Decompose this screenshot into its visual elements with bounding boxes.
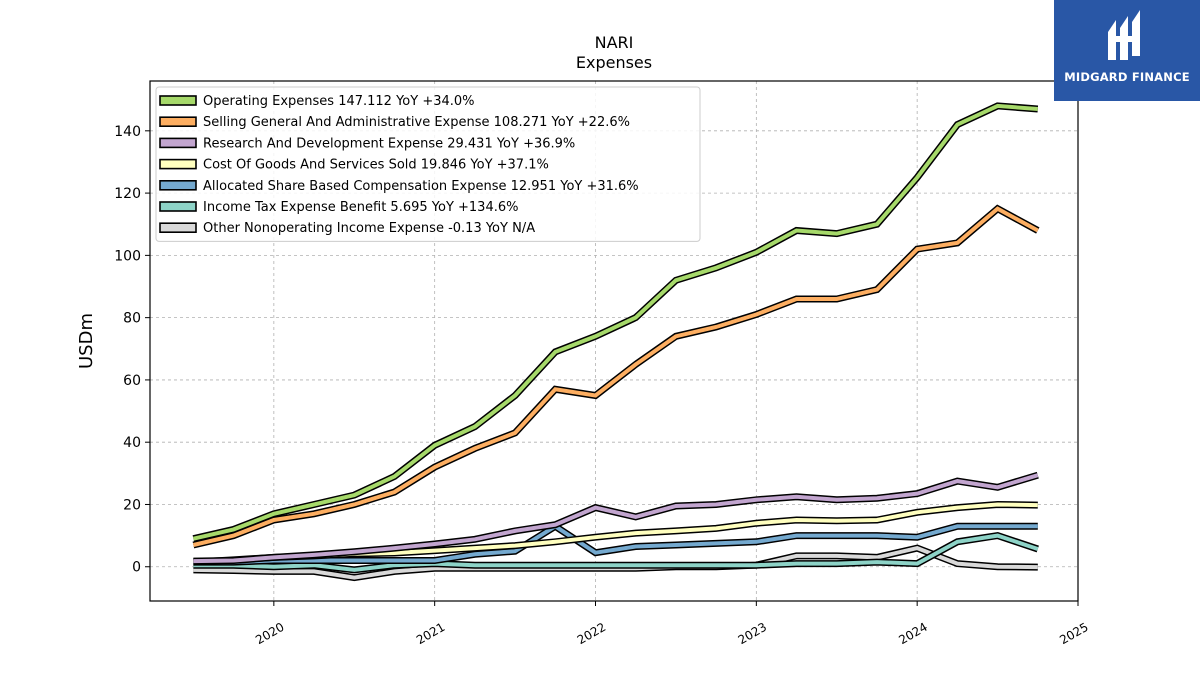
y-tick-label: 20: [123, 497, 141, 513]
midgard-finance-logo: MIDGARD FINANCE: [1054, 0, 1200, 101]
series-0: [192, 102, 1039, 543]
legend-swatch: [159, 180, 197, 191]
x-tick-label: 2020: [253, 620, 286, 647]
legend-entry: Selling General And Administrative Expen…: [203, 115, 630, 130]
legend-swatch: [159, 137, 197, 149]
y-tick-label: 60: [123, 373, 141, 389]
legend-swatch: [159, 95, 197, 106]
x-tick-label: 2024: [896, 620, 929, 647]
legend-swatch: [159, 201, 197, 212]
series-line: [192, 206, 1039, 547]
legend-entry: Other Nonoperating Income Expense -0.13 …: [203, 221, 535, 236]
legend-entry: Research And Development Expense 29.431 …: [203, 136, 575, 151]
series-line: [192, 103, 1038, 541]
series-line: [193, 523, 1038, 565]
y-tick-label: 120: [114, 186, 141, 202]
y-tick-label: 80: [123, 311, 141, 327]
series-lines: [192, 102, 1040, 582]
legend-swatch: [159, 158, 197, 170]
legend: Operating Expenses 147.112 YoY +34.0% Sel…: [155, 86, 701, 242]
series-line: [193, 473, 1039, 564]
legend-swatch: [159, 222, 197, 233]
y-tick-label: 40: [123, 435, 141, 451]
series-1: [192, 204, 1040, 549]
series-2: [193, 471, 1039, 565]
series-5: [193, 532, 1039, 574]
plot-frame: [149, 80, 1079, 602]
legend-swatch: [159, 116, 197, 127]
legend-box: [155, 86, 701, 242]
legend-entry: Allocated Share Based Compensation Expen…: [203, 179, 639, 194]
y-tick-label: 0: [132, 560, 141, 576]
logo-text: MIDGARD FINANCE: [1064, 70, 1190, 84]
series-4: [193, 522, 1038, 566]
legend-entry: Cost Of Goods And Services Sold 19.846 Y…: [203, 158, 549, 173]
x-tick-label: 2025: [1057, 620, 1090, 647]
y-axis-ticks: 0 20 40 60 80 100 120 140: [114, 124, 150, 576]
legend-entry: Operating Expenses 147.112 YoY +34.0%: [203, 94, 475, 109]
logo-mark-icon: [1108, 10, 1140, 60]
chart-subtitle: Expenses: [576, 53, 652, 72]
x-tick-label: 2021: [414, 620, 447, 647]
y-tick-label: 140: [114, 124, 141, 140]
y-axis-label: USDm: [76, 313, 97, 369]
legend-entry: Income Tax Expense Benefit 5.695 YoY +13…: [203, 200, 518, 215]
series-line: [193, 533, 1039, 572]
x-axis-ticks: 2020 2021 2022 2023 2024 2025: [253, 601, 1091, 647]
y-tick-label: 100: [114, 248, 141, 264]
chart-title: NARI: [595, 33, 634, 52]
x-tick-label: 2023: [736, 620, 769, 647]
x-tick-label: 2022: [575, 620, 608, 647]
